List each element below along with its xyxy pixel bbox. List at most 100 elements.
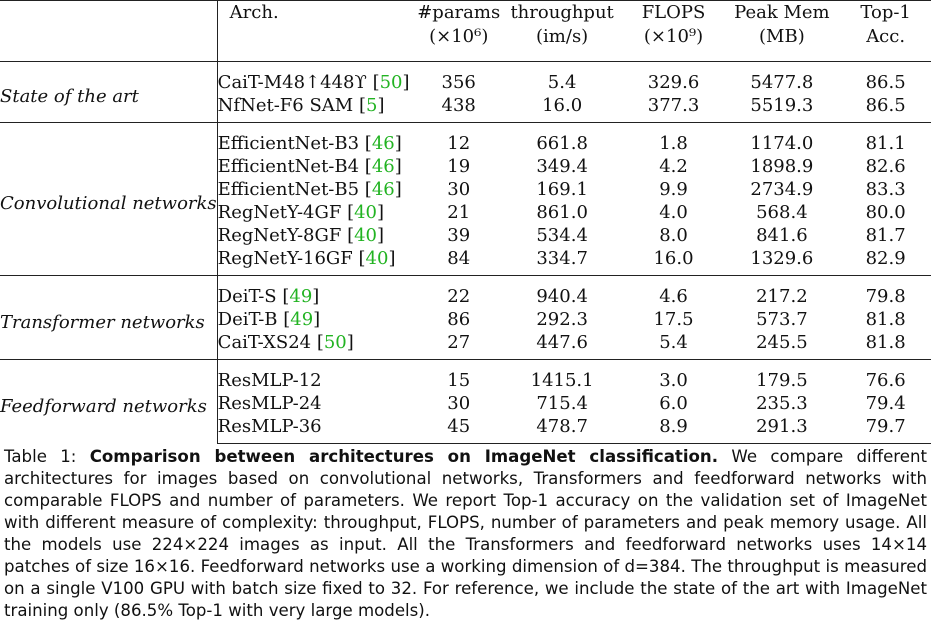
citation-link[interactable]: 40 <box>365 248 389 269</box>
arch-name: DeiT-B <box>217 309 278 330</box>
caption-text: We compare different architectures for i… <box>4 447 927 620</box>
table-row: NfNet-F6 SAM [5] 438 16.0 377.3 5519.3 86.5 <box>0 94 931 123</box>
flops-cell: 8.0 <box>659 225 688 246</box>
citation-link[interactable]: 49 <box>290 309 314 330</box>
arch-cell: RegNetY-4GF [40] <box>216 201 417 224</box>
flops-cell: 17.5 <box>653 309 694 330</box>
results-table: Arch. #params (×10⁶) throughput (im/s) FLO… <box>0 0 931 444</box>
mem-cell: 5519.3 <box>750 95 814 116</box>
acc-cell: 81.1 <box>840 122 931 155</box>
mem-cell: 2734.9 <box>750 179 814 200</box>
arch-name: ResMLP-36 <box>217 416 322 437</box>
flops-cell: 377.3 <box>647 95 700 116</box>
citation-link[interactable]: 40 <box>354 202 377 223</box>
mem-cell: 217.2 <box>723 275 841 308</box>
params-cell: 39 <box>447 225 471 246</box>
throughput-cell: 940.4 <box>500 275 624 308</box>
arch-name: EfficientNet-B3 <box>217 133 360 154</box>
table-section: State of the art CaiT-M48↑448ϒ [50] 356 5.4… <box>0 61 931 123</box>
citation-link[interactable]: 50 <box>379 72 403 93</box>
caption-title: Comparison between architectures on Imag… <box>89 447 719 466</box>
header-arch: Arch. <box>216 0 417 62</box>
citation-link[interactable]: 49 <box>289 286 313 307</box>
acc-cell: 80.0 <box>865 202 906 223</box>
throughput-cell: 534.4 <box>536 225 588 246</box>
arch-name: RegNetY-4GF <box>217 202 342 223</box>
acc-cell: 76.6 <box>840 359 931 392</box>
flops-cell: 329.6 <box>623 61 724 94</box>
flops-cell: 4.0 <box>659 202 688 223</box>
flops-cell: 1.8 <box>623 122 724 155</box>
header-group-empty <box>0 0 218 62</box>
arch-cell: CaiT-M48↑448ϒ [50] <box>216 61 417 94</box>
throughput-cell: 292.3 <box>536 309 588 330</box>
params-cell: 27 <box>447 332 471 353</box>
params-cell: 30 <box>447 179 471 200</box>
arch-name: NfNet-F6 SAM <box>217 95 354 116</box>
citation-link[interactable]: 46 <box>371 179 395 200</box>
header-params: #params (×10⁶) <box>416 0 501 62</box>
flops-cell: 4.2 <box>659 156 688 177</box>
mem-cell: 5477.8 <box>723 61 841 94</box>
arch-name: RegNetY-8GF <box>217 225 342 246</box>
results-table-container: Arch. #params (×10⁶) throughput (im/s) FLO… <box>0 0 931 444</box>
mem-cell: 1329.6 <box>750 248 814 269</box>
citation-link[interactable]: 40 <box>354 225 377 246</box>
arch-cell: ResMLP-36 <box>216 415 417 444</box>
throughput-cell: 861.0 <box>536 202 588 223</box>
table-row: DeiT-B [49] 86 292.3 17.5 573.7 81.8 <box>0 308 931 331</box>
table-header: Arch. #params (×10⁶) throughput (im/s) FLO… <box>0 0 931 62</box>
arch-cell: RegNetY-8GF [40] <box>216 224 417 247</box>
flops-cell: 4.6 <box>623 275 724 308</box>
table-row: Transformer networks DeiT-S [49] 22 940.4 4.… <box>0 275 931 360</box>
arch-name: RegNetY-16GF <box>217 248 353 269</box>
acc-cell: 79.4 <box>865 393 906 414</box>
flops-cell: 16.0 <box>653 248 694 269</box>
table-row: EfficientNet-B5 [46] 30 169.1 9.9 2734.9 83.3 <box>0 178 931 201</box>
arch-cell: NfNet-F6 SAM [5] <box>216 94 417 123</box>
acc-cell: 81.8 <box>865 309 906 330</box>
arch-name: CaiT-M48↑448ϒ <box>217 72 367 93</box>
header-throughput: throughput (im/s) <box>500 0 624 62</box>
acc-cell: 79.7 <box>840 415 931 444</box>
flops-cell: 6.0 <box>659 393 688 414</box>
table-row: Feedforward networks ResMLP-12 15 1415.1 3.0… <box>0 359 931 444</box>
params-cell: 356 <box>416 61 501 94</box>
group-label: Transformer networks <box>0 275 218 360</box>
arch-name: EfficientNet-B4 <box>217 156 360 177</box>
group-label: Convolutional networks <box>0 122 218 276</box>
params-cell: 30 <box>447 393 471 414</box>
throughput-cell: 169.1 <box>536 179 588 200</box>
params-cell: 19 <box>447 156 471 177</box>
arch-cell: EfficientNet-B4 [46] <box>216 155 417 178</box>
throughput-cell: 447.6 <box>536 332 588 353</box>
group-label: Feedforward networks <box>0 359 218 444</box>
table-row: State of the art CaiT-M48↑448ϒ [50] 356 5.4… <box>0 61 931 123</box>
throughput-cell: 16.0 <box>542 95 583 116</box>
table-row: RegNetY-4GF [40] 21 861.0 4.0 568.4 80.0 <box>0 201 931 224</box>
arch-name: EfficientNet-B5 <box>217 179 360 200</box>
table-row: EfficientNet-B4 [46] 19 349.4 4.2 1898.9 82.6 <box>0 155 931 178</box>
params-cell: 21 <box>447 202 471 223</box>
throughput-cell: 715.4 <box>536 393 588 414</box>
citation-link[interactable]: 50 <box>323 332 347 353</box>
throughput-cell: 1415.1 <box>500 359 624 392</box>
throughput-cell: 334.7 <box>536 248 588 269</box>
params-cell: 12 <box>416 122 501 155</box>
arch-name: CaiT-XS24 <box>217 332 312 353</box>
flops-cell: 8.9 <box>623 415 724 444</box>
acc-cell: 86.5 <box>865 95 906 116</box>
group-label: State of the art <box>0 61 218 123</box>
mem-cell: 1174.0 <box>723 122 841 155</box>
acc-cell: 82.9 <box>865 248 906 269</box>
table-row: CaiT-XS24 [50] 27 447.6 5.4 245.5 81.8 <box>0 331 931 360</box>
citation-link[interactable]: 5 <box>365 95 378 116</box>
mem-cell: 568.4 <box>756 202 808 223</box>
mem-cell: 1898.9 <box>750 156 814 177</box>
header-flops: FLOPS (×10⁹) <box>623 0 724 62</box>
acc-cell: 83.3 <box>865 179 906 200</box>
throughput-cell: 5.4 <box>500 61 624 94</box>
citation-link[interactable]: 46 <box>371 133 395 154</box>
citation-link[interactable]: 46 <box>371 156 395 177</box>
throughput-cell: 478.7 <box>500 415 624 444</box>
